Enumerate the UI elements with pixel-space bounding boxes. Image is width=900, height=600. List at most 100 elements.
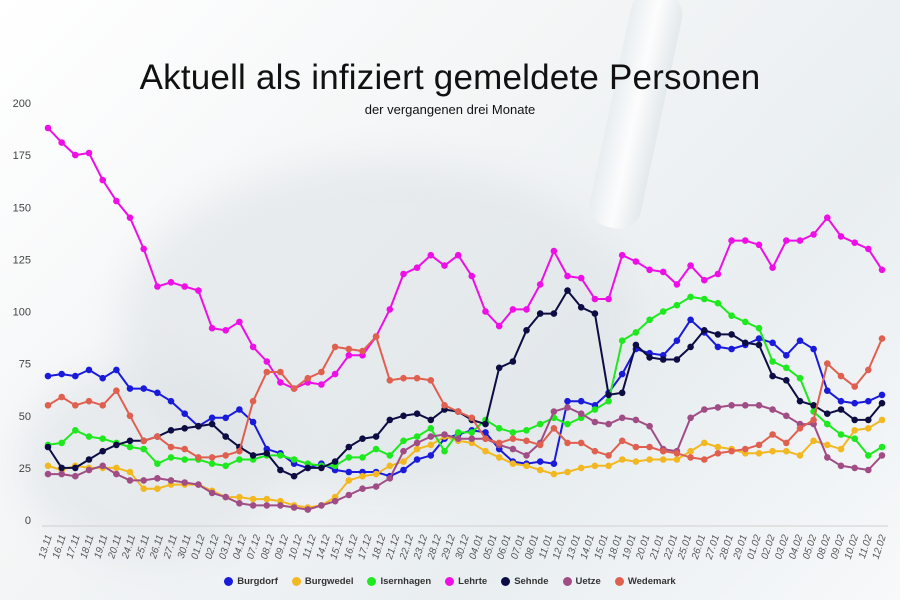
data-point-burgdorf[interactable] [482,429,489,436]
data-point-uetze[interactable] [632,416,640,424]
data-point-wedemark[interactable] [85,397,93,405]
data-point-burgwedel[interactable] [687,447,694,455]
data-point-wedemark[interactable] [837,372,845,380]
data-point-lehrte[interactable] [523,306,530,313]
data-point-uetze[interactable] [468,435,476,443]
data-point-burgdorf[interactable] [249,418,257,426]
data-point-wedemark[interactable] [482,435,489,443]
data-point-uetze[interactable] [687,414,694,422]
data-point-lehrte[interactable] [208,324,216,332]
data-point-burgdorf[interactable] [85,366,93,374]
data-point-isernhagen[interactable] [58,439,65,447]
data-point-sehnde[interactable] [413,410,421,418]
data-point-wedemark[interactable] [509,435,517,443]
data-point-isernhagen[interactable] [646,316,653,324]
data-point-isernhagen[interactable] [824,420,831,428]
data-point-burgwedel[interactable] [482,447,489,455]
data-point-burgdorf[interactable] [755,335,763,342]
data-point-sehnde[interactable] [277,466,284,474]
data-point-sehnde[interactable] [728,331,735,338]
data-point-sehnde[interactable] [837,406,845,413]
data-point-uetze[interactable] [400,447,407,455]
data-point-lehrte[interactable] [263,358,271,365]
data-point-uetze[interactable] [728,402,735,409]
data-point-wedemark[interactable] [495,439,503,447]
data-point-uetze[interactable] [605,420,612,428]
data-point-wedemark[interactable] [605,452,612,459]
data-point-wedemark[interactable] [400,374,407,382]
data-point-uetze[interactable] [550,408,558,415]
data-point-isernhagen[interactable] [728,312,735,320]
data-point-burgwedel[interactable] [577,464,585,472]
data-point-lehrte[interactable] [181,283,188,290]
legend-item-uetze[interactable]: Uetze [562,576,601,587]
data-point-sehnde[interactable] [577,304,585,311]
data-point-isernhagen[interactable] [837,431,845,438]
data-point-wedemark[interactable] [72,402,79,409]
data-point-isernhagen[interactable] [359,454,366,461]
data-point-uetze[interactable] [755,402,763,409]
data-point-isernhagen[interactable] [865,452,872,459]
data-point-uetze[interactable] [331,497,339,505]
legend-item-wedemark[interactable]: Wedemark [614,576,676,587]
data-point-burgdorf[interactable] [44,372,52,380]
data-point-isernhagen[interactable] [495,425,503,432]
data-point-sehnde[interactable] [783,377,790,384]
data-point-wedemark[interactable] [113,387,120,395]
data-point-isernhagen[interactable] [714,299,722,307]
data-point-wedemark[interactable] [413,374,421,382]
data-point-uetze[interactable] [345,491,353,499]
data-point-burgwedel[interactable] [851,427,858,434]
data-point-burgwedel[interactable] [495,454,503,461]
data-point-burgwedel[interactable] [509,460,517,468]
data-point-lehrte[interactable] [140,245,147,253]
data-point-wedemark[interactable] [865,366,872,374]
data-point-burgdorf[interactable] [154,389,161,397]
data-point-uetze[interactable] [277,502,284,509]
data-point-wedemark[interactable] [550,425,558,432]
data-point-uetze[interactable] [865,466,872,474]
data-point-uetze[interactable] [195,481,202,488]
data-point-lehrte[interactable] [345,352,353,359]
data-point-lehrte[interactable] [195,287,202,294]
data-point-burgdorf[interactable] [714,343,722,351]
data-point-uetze[interactable] [236,500,243,507]
data-point-isernhagen[interactable] [277,452,284,459]
data-point-sehnde[interactable] [701,327,708,334]
data-point-sehnde[interactable] [99,447,106,455]
data-point-sehnde[interactable] [755,341,763,349]
data-point-uetze[interactable] [359,485,366,493]
data-point-uetze[interactable] [140,477,147,484]
data-point-lehrte[interactable] [468,272,476,280]
data-point-uetze[interactable] [783,412,790,420]
data-point-lehrte[interactable] [701,276,708,284]
data-point-burgdorf[interactable] [126,385,134,392]
data-point-isernhagen[interactable] [208,460,216,468]
data-point-wedemark[interactable] [167,443,175,451]
data-point-uetze[interactable] [714,404,722,411]
data-point-lehrte[interactable] [550,247,558,255]
data-point-sehnde[interactable] [687,343,694,351]
data-point-wedemark[interactable] [290,385,298,392]
data-point-burgwedel[interactable] [837,445,845,453]
data-point-isernhagen[interactable] [783,364,790,372]
data-point-lehrte[interactable] [85,149,93,157]
data-point-burgdorf[interactable] [413,456,421,463]
data-point-isernhagen[interactable] [454,429,462,436]
data-point-sehnde[interactable] [714,331,722,338]
data-point-sehnde[interactable] [810,402,817,409]
data-point-burgdorf[interactable] [181,410,188,418]
data-point-sehnde[interactable] [427,416,435,424]
data-point-sehnde[interactable] [290,472,298,480]
data-point-wedemark[interactable] [359,347,366,355]
data-point-isernhagen[interactable] [167,454,175,461]
data-point-uetze[interactable] [878,452,886,459]
data-point-uetze[interactable] [318,502,325,509]
data-point-burgdorf[interactable] [427,452,435,459]
data-point-burgdorf[interactable] [236,406,243,413]
data-point-lehrte[interactable] [331,370,339,378]
data-point-lehrte[interactable] [44,124,52,132]
data-point-burgdorf[interactable] [824,387,831,395]
data-point-wedemark[interactable] [454,408,462,415]
legend-item-sehnde[interactable]: Sehnde [501,576,549,587]
